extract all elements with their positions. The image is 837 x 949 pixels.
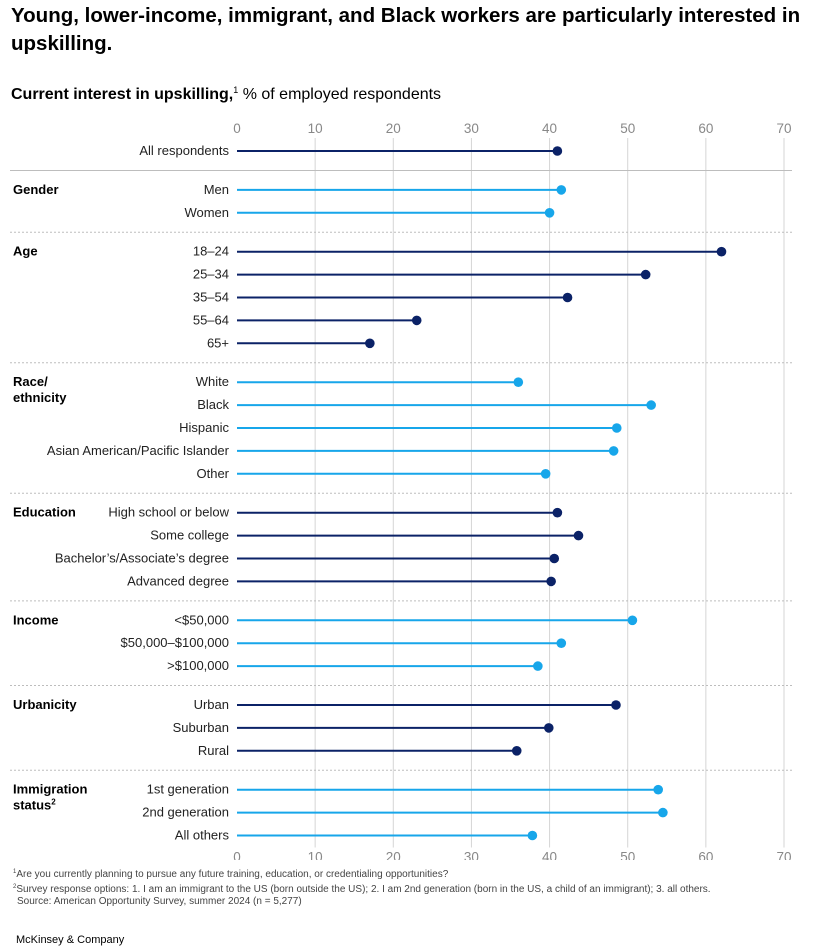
x-tick-top-10: 10 [308, 121, 323, 136]
category-label: Advanced degree [127, 573, 229, 588]
lollipop-dot [573, 530, 584, 541]
category-label: Suburban [173, 720, 229, 735]
group-label: Immigration status2 [13, 782, 87, 813]
category-label: 35–54 [193, 290, 229, 305]
category-label: All respondents [139, 143, 229, 158]
group-label: Race/ethnicity [13, 374, 67, 405]
lollipop-dot [513, 377, 524, 388]
group-label: Urbanicity [13, 697, 77, 712]
category-label: Women [184, 205, 229, 220]
x-tick-bottom-60: 60 [698, 850, 713, 861]
x-tick-top-70: 70 [776, 121, 791, 136]
x-tick-bottom-0: 0 [233, 850, 241, 861]
x-tick-top-50: 50 [620, 121, 635, 136]
category-label: White [196, 374, 229, 389]
footnote-1: 1Are you currently planning to pursue an… [13, 869, 449, 880]
lollipop-dot [540, 469, 551, 479]
category-label: Urban [194, 697, 229, 712]
category-label: 18–24 [193, 244, 229, 259]
footnotes: 1Are you currently planning to pursue an… [13, 866, 711, 908]
x-tick-top-20: 20 [386, 121, 401, 136]
x-tick-bottom-40: 40 [542, 850, 557, 861]
lollipop-dot [549, 553, 560, 564]
x-tick-bottom-70: 70 [776, 850, 791, 861]
x-tick-bottom-30: 30 [464, 850, 479, 861]
category-label: Rural [198, 743, 229, 758]
category-label: >$100,000 [167, 658, 229, 673]
subtitle-footnote-mark: 1 [233, 85, 239, 95]
category-label: 25–34 [193, 267, 229, 282]
lollipop-dot [646, 400, 656, 410]
lollipop-chart: 0 0 10 10 20 20 30 30 40 40 50 50 60 60 70 70 Gender Age R… [10, 121, 792, 861]
category-label: $50,000–$100,000 [121, 635, 229, 650]
category-label: Men [204, 182, 229, 197]
category-label: 1st generation [147, 782, 229, 797]
lollipop-dot [543, 723, 554, 733]
x-tick-bottom-10: 10 [308, 850, 323, 861]
source-note: Source: American Opportunity Survey, sum… [17, 896, 302, 907]
x-tick-top-30: 30 [464, 121, 479, 136]
category-label: Some college [150, 528, 229, 543]
category-label: Black [197, 397, 229, 412]
group-label: Income [13, 612, 59, 627]
lollipop-dot [658, 807, 668, 818]
lollipop-dot [546, 576, 556, 587]
brand-logo-text: McKinsey & Company [16, 934, 125, 946]
x-tick-bottom-50: 50 [620, 850, 635, 861]
lollipop-dot [611, 700, 621, 710]
x-tick-bottom-20: 20 [386, 850, 401, 861]
lollipop-dot [527, 830, 538, 841]
x-tick-top-60: 60 [698, 121, 713, 136]
subtitle-rest: % of employed respondents [238, 86, 442, 103]
lollipop-dot [556, 638, 567, 648]
lollipop-dot [608, 446, 619, 456]
category-label: Other [196, 466, 229, 481]
group-label: Gender [13, 182, 59, 197]
category-label: Asian American/Pacific Islander [47, 443, 230, 458]
lollipop-dot [365, 338, 375, 349]
lollipop-dot [411, 315, 422, 326]
chart-title: Young, lower-income, immigrant, and Blac… [11, 4, 801, 55]
lollipop-dot [533, 661, 543, 671]
category-label: High school or below [108, 505, 229, 520]
lollipop-dot [611, 423, 622, 433]
lollipop-dot [556, 185, 567, 195]
lollipop-dot [627, 615, 638, 626]
subtitle-bold: Current interest in upskilling, [11, 86, 234, 103]
lollipop-dot [511, 746, 522, 756]
lollipop-dot [640, 269, 651, 280]
x-tick-top-0: 0 [233, 121, 241, 136]
x-tick-top-40: 40 [542, 121, 557, 136]
lollipop-dot [562, 292, 573, 303]
chart-subtitle: Current interest in upskilling,1 % of em… [11, 80, 441, 105]
lollipop-dot [653, 784, 663, 795]
footnote-2: 2Survey response options: 1. I am an imm… [13, 884, 711, 895]
category-label: <$50,000 [174, 612, 229, 627]
lollipop-dot [552, 146, 563, 156]
lollipop-dot [544, 208, 555, 218]
lollipop-dot [552, 507, 563, 518]
category-label: Hispanic [179, 420, 229, 435]
category-label: 65+ [207, 335, 229, 350]
category-label: 2nd generation [142, 805, 229, 820]
category-label: 55–64 [193, 312, 229, 327]
category-label: Bachelor’s/Associate’s degree [55, 551, 229, 566]
category-label: All others [175, 828, 230, 843]
group-label: Age [13, 244, 38, 259]
group-label: Education [13, 505, 76, 520]
lollipop-dot [716, 246, 727, 257]
